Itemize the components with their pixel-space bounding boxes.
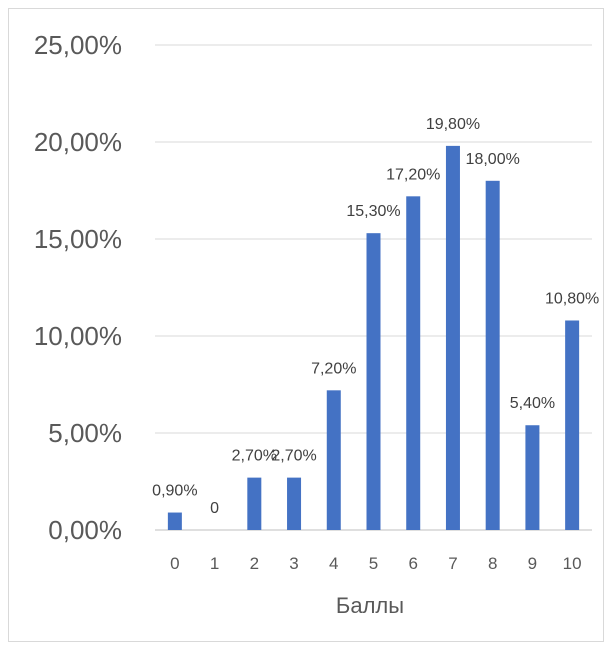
x-tick-label: 2 (250, 554, 259, 573)
x-tick-label: 6 (408, 554, 417, 573)
y-axis-tick-labels: 0,00% 5,00% 10,00% 15,00% 20,00% 25,00% (34, 30, 122, 545)
x-axis-tick-labels: 0 1 2 3 4 5 6 7 8 9 10 (170, 554, 581, 573)
y-tick-label: 10,00% (34, 321, 122, 351)
bar (445, 145, 460, 530)
x-tick-label: 10 (563, 554, 582, 573)
data-label: 7,20% (311, 360, 356, 377)
x-axis-title: Баллы (336, 593, 404, 618)
y-tick-label: 20,00% (34, 127, 122, 157)
bar (406, 196, 421, 530)
data-label: 10,80% (545, 290, 599, 307)
bar (565, 320, 580, 530)
x-tick-label: 8 (488, 554, 497, 573)
chart-frame (8, 8, 604, 642)
data-label: 0 (210, 500, 219, 517)
data-label: 18,00% (466, 151, 520, 168)
bar (366, 233, 381, 530)
bar (167, 512, 182, 530)
bar (247, 477, 262, 530)
data-label: 15,30% (346, 203, 400, 220)
x-tick-label: 1 (210, 554, 219, 573)
y-tick-label: 25,00% (34, 30, 122, 60)
x-tick-label: 5 (369, 554, 378, 573)
y-tick-label: 0,00% (48, 515, 122, 545)
bar (326, 390, 341, 530)
bar (287, 477, 302, 530)
x-tick-label: 4 (329, 554, 338, 573)
x-tick-label: 9 (528, 554, 537, 573)
x-tick-label: 3 (289, 554, 298, 573)
bar (485, 180, 500, 531)
data-label: 17,20% (386, 166, 440, 183)
x-tick-label: 7 (448, 554, 457, 573)
data-label: 2,70% (271, 448, 316, 465)
gridlines (155, 44, 592, 531)
data-labels: 0,90% 0 2,70%2,70% 7,20% 15,30% 17,20% 19,80% 1… (152, 116, 599, 517)
data-label: 0,90% (152, 483, 197, 500)
x-tick-label: 0 (170, 554, 179, 573)
y-tick-label: 15,00% (34, 224, 122, 254)
data-label: 5,40% (510, 395, 555, 412)
bars (167, 145, 580, 531)
data-label: 2,70% (232, 448, 277, 465)
bar (525, 425, 540, 530)
data-label: 19,80% (426, 116, 480, 133)
y-tick-label: 5,00% (48, 418, 122, 448)
